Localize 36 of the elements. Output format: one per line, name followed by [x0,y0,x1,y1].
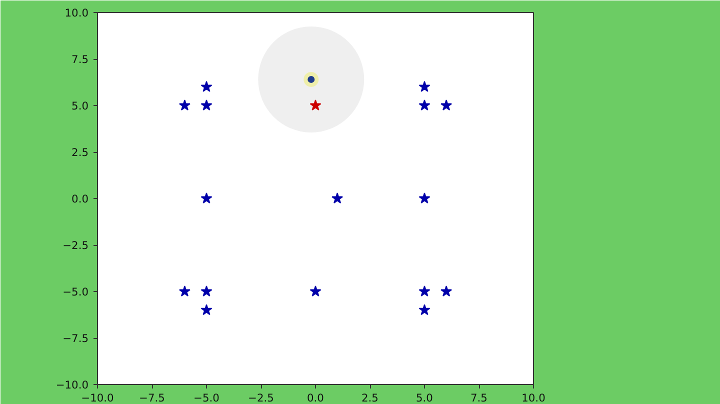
y-tick-label: −5.0 [62,286,89,298]
y-tick-label: 0.0 [72,192,89,206]
y-tick-label: 2.5 [72,146,89,159]
point [440,100,452,110]
y-tick-label: 7.5 [72,53,89,66]
y-tick-label: 5.0 [72,100,89,112]
x-tick-label: 10.0 [522,392,546,404]
x-tick-label: −5.0 [194,392,220,404]
x-tick-label: −2.5 [248,392,274,404]
y-tick-label: −7.5 [62,332,89,345]
point [200,286,212,296]
point [418,304,430,316]
point [418,192,430,204]
point [418,286,430,296]
x-tick-label: 7.5 [470,392,488,404]
point [418,80,430,92]
point [310,286,322,296]
y-tick-label: 10.0 [64,6,89,20]
point [418,100,430,110]
point [200,80,212,92]
point [200,100,212,110]
x-tick-label: 2.5 [362,392,378,404]
x-tick-label: −10.0 [81,392,114,404]
point [310,100,322,110]
point [332,192,344,204]
point [440,286,452,296]
point [200,192,212,204]
x-tick-label: −7.5 [139,392,165,404]
point [178,100,190,110]
x-tick-label: 5.0 [416,392,434,404]
point [200,304,212,316]
point [304,72,319,87]
x-tick-label: 0.0 [307,392,324,404]
y-tick-label: −10.0 [56,378,89,392]
y-tick-label: −2.5 [62,239,89,252]
point [178,286,190,296]
